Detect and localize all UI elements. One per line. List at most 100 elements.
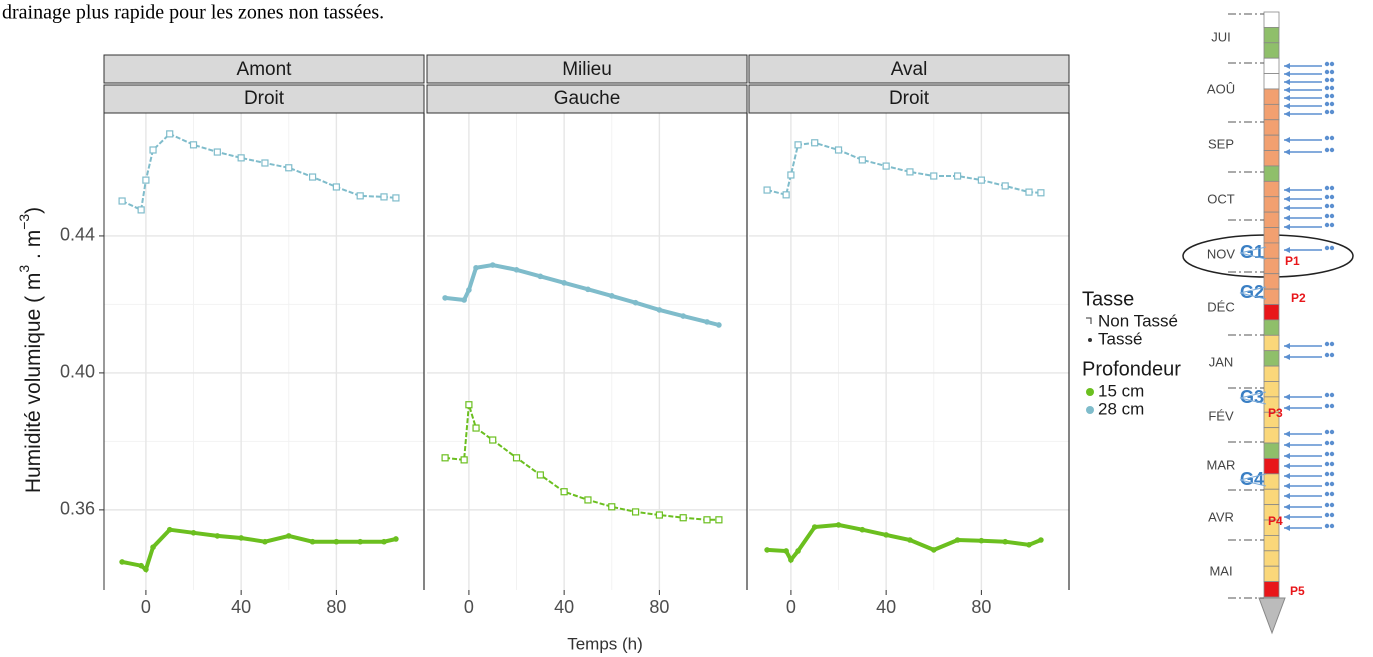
- timeline-cell: [1263, 535, 1280, 552]
- point: [835, 522, 842, 528]
- rain-arrowhead: [1284, 514, 1290, 520]
- rain-arrowhead: [1284, 453, 1290, 459]
- point: [560, 488, 568, 496]
- rain-drop: [1329, 185, 1335, 191]
- point: [460, 456, 468, 464]
- timeline-cell: [1263, 381, 1280, 398]
- point: [333, 538, 340, 545]
- y-label-sup: 3: [16, 265, 32, 273]
- rain-arrowhead: [1284, 224, 1290, 230]
- point: [978, 537, 985, 544]
- rain-arrowhead: [1284, 111, 1290, 117]
- point: [859, 526, 866, 533]
- rain-drop: [1329, 471, 1335, 477]
- point: [631, 508, 640, 516]
- rain-drop: [1324, 512, 1330, 518]
- point: [357, 538, 363, 545]
- rain-arrowhead: [1284, 431, 1290, 437]
- rain-arrowhead: [1284, 473, 1290, 479]
- timeline-cell: [1263, 304, 1280, 321]
- timeline-cell: [1263, 150, 1280, 167]
- y-axis-label: Humidité volumique ( m3 . m−3): [16, 207, 45, 493]
- point: [392, 194, 400, 202]
- panel: [104, 113, 424, 590]
- point: [1025, 188, 1033, 196]
- legend-label: 28 cm: [1098, 399, 1144, 418]
- rain-arrowhead: [1284, 343, 1290, 349]
- rain-drop: [1329, 93, 1335, 99]
- rain-drop: [1324, 481, 1330, 487]
- point: [166, 526, 173, 533]
- rain-drop: [1324, 502, 1330, 508]
- rain-drop: [1324, 185, 1330, 191]
- timeline-cell: [1263, 319, 1280, 336]
- legend-label: Tassé: [1098, 329, 1142, 348]
- rain-drop: [1329, 502, 1335, 508]
- point: [237, 154, 245, 162]
- rain-drop: [1329, 481, 1335, 487]
- legend-key: [1086, 388, 1094, 396]
- timeline-cell: [1263, 42, 1280, 59]
- x-tick-label: 40: [231, 597, 251, 617]
- point: [393, 536, 399, 542]
- point: [461, 297, 467, 303]
- point: [1038, 537, 1044, 543]
- rain-arrowhead: [1284, 504, 1290, 510]
- point: [655, 511, 663, 519]
- timeline-cell: [1263, 88, 1280, 105]
- rain-arrowhead: [1284, 63, 1290, 69]
- point: [466, 287, 472, 293]
- point: [465, 401, 473, 409]
- point: [783, 548, 789, 554]
- strip: [426, 54, 748, 84]
- point: [332, 183, 340, 191]
- timeline-cell: [1263, 350, 1280, 367]
- point: [119, 559, 125, 565]
- point: [143, 566, 149, 573]
- point: [585, 286, 591, 293]
- point: [764, 547, 770, 553]
- point: [906, 168, 914, 176]
- month-label: FÉV: [1208, 408, 1234, 423]
- y-label-part: ): [22, 207, 45, 214]
- x-tick-label: 80: [649, 597, 669, 617]
- timeline-cell: [1263, 211, 1280, 228]
- rain-drop: [1324, 77, 1330, 83]
- point: [142, 176, 150, 184]
- point: [309, 538, 316, 545]
- point: [584, 496, 592, 504]
- point: [262, 538, 268, 545]
- point: [513, 267, 520, 273]
- timeline-cell: [1263, 134, 1280, 151]
- point: [977, 176, 985, 184]
- timeline-cell: [1263, 581, 1280, 598]
- point: [137, 206, 145, 214]
- month-label: NOV: [1207, 246, 1236, 261]
- x-tick-label: 0: [464, 597, 474, 617]
- point: [214, 533, 221, 539]
- point: [763, 186, 771, 194]
- point: [794, 141, 802, 149]
- point: [261, 159, 269, 167]
- timeline-cell: [1263, 365, 1280, 382]
- rain-arrowhead: [1284, 71, 1290, 77]
- rain-drop: [1329, 77, 1335, 83]
- rain-arrowhead: [1284, 215, 1290, 221]
- timeline-cell: [1263, 458, 1280, 475]
- point: [166, 130, 174, 138]
- point: [907, 537, 913, 543]
- point: [1001, 182, 1009, 190]
- x-tick-label: 80: [971, 597, 991, 617]
- strip-label: Gauche: [554, 88, 621, 109]
- rain-arrowhead: [1284, 354, 1290, 360]
- month-label: MAI: [1209, 563, 1232, 578]
- point: [238, 535, 244, 541]
- point: [716, 322, 722, 328]
- rain-drop: [1324, 440, 1330, 446]
- rain-arrowhead: [1284, 87, 1290, 93]
- timeline-cell: [1263, 242, 1280, 259]
- point: [380, 193, 388, 201]
- y-label-part: . m: [22, 230, 45, 265]
- point: [441, 454, 449, 462]
